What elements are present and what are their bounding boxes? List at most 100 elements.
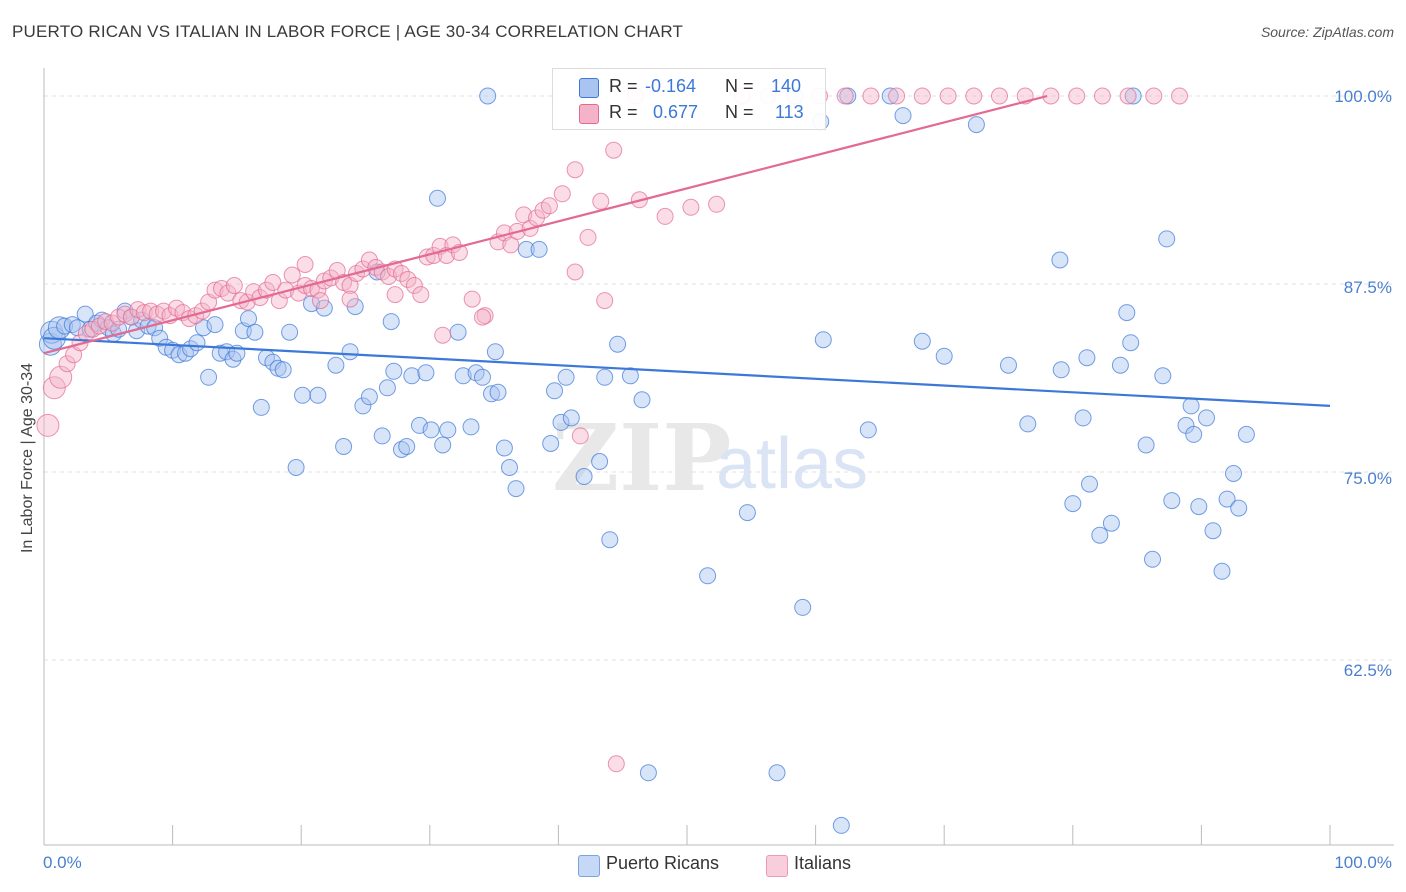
italian-point	[682, 198, 700, 216]
puerto-rican-point	[398, 438, 416, 455]
italian-point	[463, 290, 481, 308]
puerto-rican-point	[1204, 522, 1222, 540]
puerto-rican-point	[393, 441, 410, 458]
italian-point	[571, 427, 589, 445]
italian-point	[708, 195, 726, 213]
puerto-rican-point	[1019, 415, 1037, 433]
puerto-rican-point	[1081, 475, 1098, 493]
puerto-rican-point	[1237, 425, 1255, 443]
blue-swatch	[579, 78, 599, 98]
puerto-rican-point	[417, 364, 435, 382]
blue-swatch	[578, 855, 600, 877]
italian-point	[393, 265, 410, 282]
puerto-rican-point	[309, 386, 327, 404]
pink-swatch	[766, 855, 788, 877]
source-credit: Source: ZipAtlas.com	[1260, 24, 1394, 40]
italian-point	[836, 87, 854, 105]
puerto-rican-point	[967, 116, 985, 134]
puerto-rican-point	[1225, 465, 1242, 482]
chart-title: PUERTO RICAN VS ITALIAN IN LABOR FORCE |…	[12, 22, 684, 41]
italian-point	[296, 256, 314, 273]
italian-point	[965, 87, 983, 105]
puerto-rican-point	[794, 598, 812, 616]
y-tick-label-62-5: 62.5%	[1343, 661, 1392, 680]
puerto-rican-point	[335, 438, 353, 455]
n-value-puerto-ricans: 140	[771, 76, 802, 96]
legend-label-italians: Italians	[794, 853, 852, 873]
r-value-italians: 0.677	[653, 102, 699, 122]
puerto-rican-point	[1122, 334, 1140, 352]
puerto-rican-point	[1000, 356, 1017, 374]
r-label: R =	[609, 102, 638, 122]
correlation-legend: R = -0.164 N = 140 R = 0.677 N = 113	[552, 68, 826, 130]
puerto-rican-point	[859, 421, 877, 439]
italian-point	[36, 413, 60, 437]
italian-point	[1093, 87, 1111, 105]
italian-point	[939, 87, 957, 105]
watermark-zip: ZIP	[552, 404, 731, 512]
puerto-rican-point	[382, 313, 400, 331]
puerto-rican-point	[1230, 499, 1248, 517]
puerto-rican-point	[832, 816, 850, 834]
italian-point	[312, 292, 329, 310]
y-axis-title: In Labor Force | Age 30-34	[19, 362, 36, 554]
n-label: N =	[725, 102, 754, 122]
puerto-rican-point	[935, 347, 953, 365]
italian-point	[540, 197, 558, 215]
italian-point	[476, 307, 494, 325]
puerto-rican-point	[252, 398, 270, 416]
puerto-rican-point	[1102, 514, 1120, 532]
italian-point	[399, 271, 417, 288]
puerto-rican-point	[639, 764, 657, 782]
puerto-rican-point	[495, 439, 513, 457]
puerto-rican-point	[1051, 251, 1069, 269]
watermark-atlas: atlas	[716, 424, 868, 504]
puerto-rican-point	[1074, 409, 1092, 427]
italian-point	[991, 87, 1008, 105]
italian-point	[579, 228, 597, 246]
puerto-rican-point	[1190, 498, 1208, 516]
puerto-rican-point	[439, 421, 457, 439]
italian-point	[1119, 87, 1137, 105]
puerto-rican-point	[881, 87, 899, 105]
puerto-rican-point	[294, 386, 311, 404]
puerto-rican-point	[1111, 356, 1129, 374]
puerto-rican-point	[1154, 367, 1172, 385]
puerto-rican-point	[633, 391, 651, 409]
puerto-rican-point	[274, 361, 292, 379]
puerto-rican-point	[1118, 304, 1136, 322]
italian-point	[264, 274, 282, 291]
puerto-rican-point	[530, 240, 548, 258]
puerto-rican-point	[1091, 526, 1109, 544]
italian-point	[592, 192, 610, 210]
puerto-rican-point	[562, 409, 580, 427]
puerto-rican-point	[1185, 425, 1203, 443]
puerto-rican-point	[354, 397, 372, 415]
r-label: R =	[609, 76, 638, 96]
puerto-rican-point	[403, 367, 421, 385]
n-label: N =	[725, 76, 754, 96]
puerto-rican-point	[601, 531, 619, 549]
puerto-rican-point	[378, 379, 396, 397]
puerto-rican-point	[894, 107, 912, 125]
puerto-rican-point	[501, 459, 518, 476]
puerto-rican-point	[1137, 436, 1155, 454]
puerto-rican-point	[360, 388, 378, 406]
puerto-rican-point	[385, 362, 403, 380]
italian-point	[553, 185, 571, 203]
italian-point	[862, 87, 880, 105]
italian-point	[97, 313, 115, 331]
puerto-rican-point	[486, 343, 504, 361]
puerto-rican-point	[609, 335, 627, 353]
puerto-rican-point	[1163, 492, 1181, 510]
puerto-rican-point	[621, 367, 639, 385]
puerto-rican-point	[422, 421, 440, 439]
axes	[43, 68, 1394, 846]
puerto-rican-point	[814, 331, 832, 349]
puerto-rican-point	[517, 240, 535, 258]
puerto-rican-point	[1144, 550, 1161, 568]
puerto-rican-point	[542, 435, 560, 452]
puerto-rican-point	[768, 764, 786, 782]
puerto-rican-point	[327, 356, 345, 374]
puerto-rican-point	[76, 305, 94, 323]
